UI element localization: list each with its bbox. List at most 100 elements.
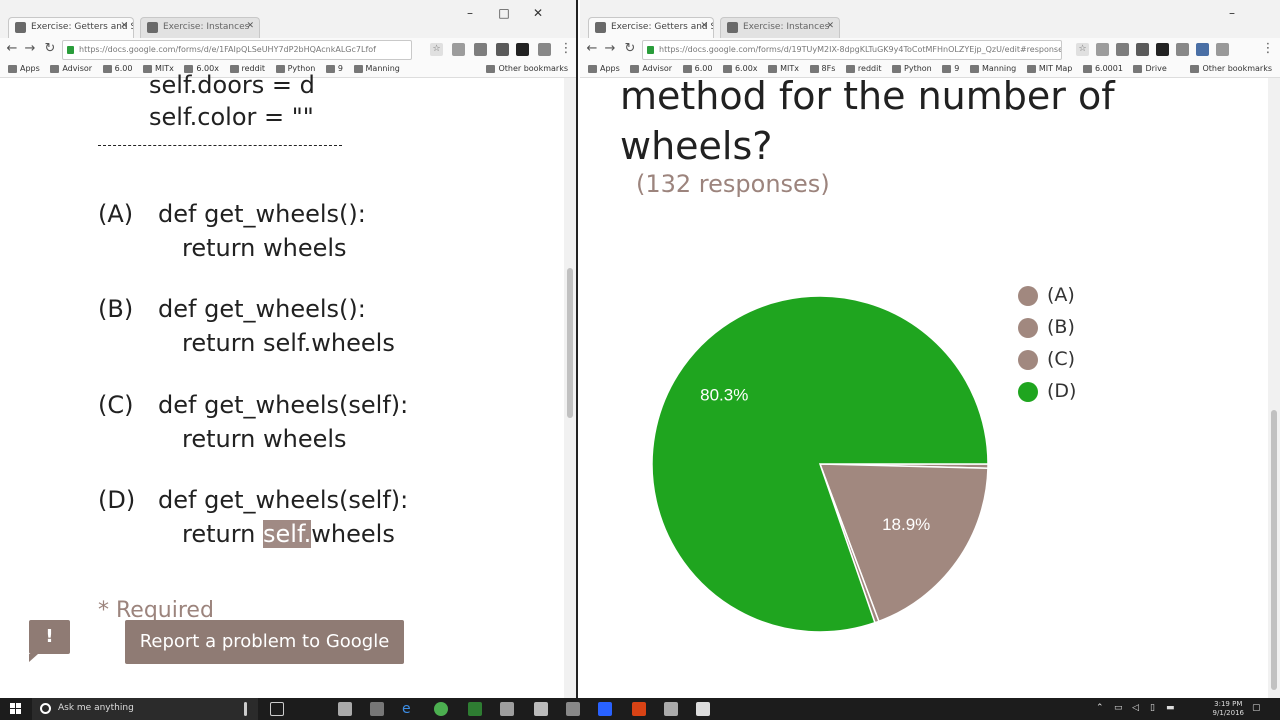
tab-close-icon[interactable]: ✕ [826, 21, 834, 31]
tab-close-icon[interactable]: ✕ [700, 21, 708, 31]
bookmark-600x[interactable]: 6.00x [184, 62, 219, 76]
network-icon[interactable]: ▭ [1114, 703, 1123, 713]
legend-label: (B) [1047, 316, 1075, 338]
scrollbar-thumb[interactable] [567, 268, 573, 418]
feedback-button[interactable]: ! [29, 620, 70, 662]
extension-icon[interactable] [496, 43, 509, 56]
tray-chevron-icon[interactable]: ⌃ [1096, 703, 1104, 713]
report-problem-button[interactable]: Report a problem to Google [125, 620, 404, 664]
powerpoint-icon[interactable] [632, 702, 646, 716]
bookmark-python[interactable]: Python [892, 62, 932, 76]
extension-icon[interactable] [452, 43, 465, 56]
selected-text[interactable]: self. [263, 520, 312, 548]
bookmark-reddit[interactable]: reddit [845, 62, 881, 76]
bookmark-9[interactable]: 9 [942, 62, 959, 76]
extension-icon[interactable] [1096, 43, 1109, 56]
word-icon[interactable] [598, 702, 612, 716]
scrollbar[interactable] [1268, 78, 1280, 698]
bookmark-star-icon[interactable]: ☆ [1076, 43, 1089, 56]
forward-icon[interactable]: → [24, 41, 36, 56]
tab-instances[interactable]: Exercise: Instances ✕ [720, 17, 840, 38]
pie-slice-b[interactable] [818, 463, 989, 623]
app-icon[interactable] [566, 702, 580, 716]
extension-icon[interactable] [1196, 43, 1209, 56]
bookmark-600[interactable]: 6.00 [682, 62, 712, 76]
bookmark-9[interactable]: 9 [325, 62, 343, 76]
bookmark-8fs[interactable]: 8Fs [809, 62, 835, 76]
url-field[interactable]: https://docs.google.com/forms/d/e/1FAIpQ… [62, 40, 412, 60]
calculator-icon[interactable] [338, 702, 352, 716]
taskbar-clock[interactable]: 3:19 PM 9/1/2016 [1213, 700, 1244, 718]
back-icon[interactable]: ← [586, 41, 598, 56]
menu-icon[interactable]: ⋮ [1261, 41, 1275, 56]
app-icon[interactable] [500, 702, 514, 716]
back-icon[interactable]: ← [6, 41, 18, 56]
cortana-icon [40, 703, 51, 714]
tab-close-icon[interactable]: ✕ [246, 21, 254, 31]
scrollbar[interactable] [564, 78, 576, 698]
bookmarks-bar: Apps Advisor 6.00 MITx 6.00x reddit Pyth… [0, 62, 576, 78]
other-bookmarks[interactable]: Other bookmarks [486, 62, 568, 76]
app-icon[interactable] [534, 702, 548, 716]
menu-icon[interactable]: ⋮ [559, 41, 573, 56]
bookmark-drive[interactable]: Drive [1133, 62, 1167, 76]
tab-getters[interactable]: Exercise: Getters and Se ✕ [588, 17, 714, 38]
taskbar-search[interactable]: Ask me anything [32, 698, 258, 720]
bookmark-advisor[interactable]: Advisor [50, 62, 92, 76]
extension-icon[interactable] [1156, 43, 1169, 56]
paint-icon[interactable] [370, 702, 384, 716]
other-bookmarks[interactable]: Other bookmarks [1190, 62, 1272, 76]
tab-close-icon[interactable]: ✕ [120, 21, 128, 31]
scrollbar-thumb[interactable] [1271, 410, 1277, 690]
maximize-icon[interactable]: □ [498, 6, 510, 20]
extension-icon[interactable] [1116, 43, 1129, 56]
bookmark-manning[interactable]: Manning [969, 62, 1016, 76]
tab-instances[interactable]: Exercise: Instances ✕ [140, 17, 260, 38]
windows-start-icon[interactable] [10, 703, 22, 715]
mail-icon[interactable] [664, 702, 678, 716]
bookmark-600[interactable]: 6.00 [102, 62, 132, 76]
chrome-icon[interactable] [434, 702, 448, 716]
bookmark-python[interactable]: Python [275, 62, 315, 76]
notifications-icon[interactable]: ▢ [1252, 703, 1261, 713]
close-window-icon[interactable]: ✕ [532, 6, 544, 20]
question-title-line2: wheels? [620, 124, 773, 168]
extension-icon[interactable] [516, 43, 529, 56]
edge-icon[interactable]: e [402, 701, 411, 717]
minimize-icon[interactable]: – [1229, 6, 1235, 20]
bookmark-600x[interactable]: 6.00x [722, 62, 758, 76]
bookmark-60001[interactable]: 6.0001 [1082, 62, 1123, 76]
tab-getters[interactable]: Exercise: Getters and Se ✕ [8, 17, 134, 38]
bookmark-mit-map[interactable]: MIT Map [1026, 62, 1072, 76]
extension-icon[interactable] [1136, 43, 1149, 56]
extension-icon[interactable] [1176, 43, 1189, 56]
battery-icon[interactable]: ▯ [1150, 703, 1155, 713]
url-field[interactable]: https://docs.google.com/forms/d/19TUyM2I… [642, 40, 1062, 60]
bookmark-reddit[interactable]: reddit [229, 62, 265, 76]
microphone-icon[interactable] [244, 702, 247, 716]
reload-icon[interactable]: ↻ [44, 41, 56, 56]
extension-icon[interactable] [1216, 43, 1229, 56]
bookmark-mitx[interactable]: MITx [142, 62, 174, 76]
pie-slice-d[interactable] [651, 295, 989, 633]
keyboard-icon[interactable]: ▬ [1166, 703, 1175, 713]
app-icon[interactable] [696, 702, 710, 716]
minimize-icon[interactable]: – [467, 6, 473, 20]
bookmark-mitx[interactable]: MITx [768, 62, 799, 76]
excel-icon[interactable] [468, 702, 482, 716]
legend-swatch [1018, 286, 1038, 306]
extension-icon[interactable] [538, 43, 551, 56]
extension-icon[interactable] [474, 43, 487, 56]
task-view-icon[interactable] [270, 702, 284, 716]
bookmark-advisor[interactable]: Advisor [630, 62, 672, 76]
bookmark-apps[interactable]: Apps [588, 62, 620, 76]
forward-icon[interactable]: → [604, 41, 616, 56]
bookmark-star-icon[interactable]: ☆ [430, 43, 443, 56]
code-line-doors: self.doors = d [149, 71, 315, 99]
reload-icon[interactable]: ↻ [624, 41, 636, 56]
bookmark-manning[interactable]: Manning [353, 62, 400, 76]
search-placeholder: Ask me anything [58, 703, 134, 713]
bookmark-apps[interactable]: Apps [8, 62, 40, 76]
volume-icon[interactable]: ◁ [1132, 703, 1139, 713]
question-title-line1: method for the number of [620, 74, 1115, 118]
